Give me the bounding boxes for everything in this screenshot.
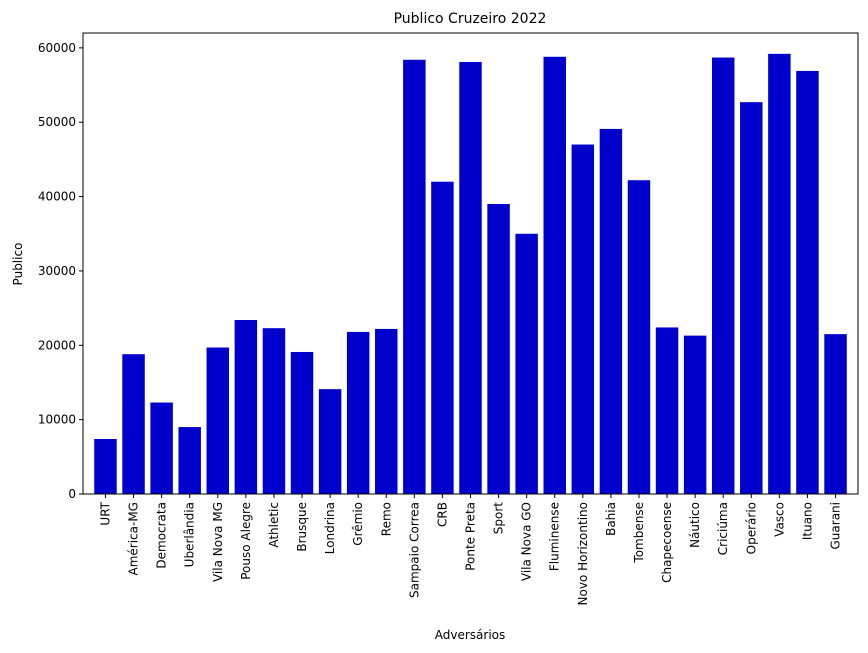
bar-11: [403, 59, 426, 495]
plot-frame: [82, 32, 859, 495]
chart-title: Publico Cruzeiro 2022: [394, 11, 547, 27]
y-axis: 0 10000 20000 30000 40000 50000 60000: [38, 41, 83, 501]
x-tick-label-15: Vila Nova GO: [520, 502, 534, 581]
x-tick-label-3: Uberlândia: [183, 502, 197, 567]
x-tick-label-25: Ituano: [800, 502, 814, 540]
x-tick-label-18: Bahia: [604, 502, 618, 536]
x-tick-label-22: Criciúma: [716, 502, 730, 555]
y-tick-label-1: 10000: [38, 413, 76, 427]
bar-6: [262, 328, 286, 494]
bar-12: [431, 181, 454, 495]
x-tick-label-21: Náutico: [688, 502, 702, 548]
x-tick-label-11: Sampaio Correa: [407, 502, 421, 598]
bar-2: [150, 402, 173, 494]
x-tick-label-7: Brusque: [295, 502, 309, 552]
x-tick-label-0: URT: [98, 501, 112, 525]
bar-9: [346, 331, 370, 494]
x-axis-label: Adversários: [435, 628, 506, 642]
x-tick-label-13: Ponte Preta: [464, 502, 478, 571]
bar-4: [206, 347, 230, 494]
x-tick-label-4: Vila Nova MG: [211, 502, 225, 582]
x-tick-label-1: América-MG: [127, 502, 141, 575]
y-tick-label-3: 30000: [38, 264, 76, 278]
x-tick-label-16: Fluminense: [548, 502, 562, 571]
x-tick-label-26: Guarani: [829, 502, 843, 549]
bar-20: [655, 327, 679, 494]
y-tick-label-0: 0: [68, 487, 76, 501]
bar-8: [318, 389, 342, 494]
bar-24: [768, 53, 791, 494]
x-tick-label-12: CRB: [435, 502, 449, 527]
bar-15: [515, 233, 538, 495]
bar-22: [711, 57, 735, 494]
bar-26: [824, 334, 847, 494]
bar-17: [571, 144, 595, 494]
y-tick-label-2: 20000: [38, 338, 76, 352]
x-tick-label-19: Tombense: [632, 502, 646, 564]
bar-14: [487, 204, 510, 495]
x-tick-label-14: Sport: [492, 502, 506, 535]
bar-7: [290, 351, 314, 494]
x-axis: URT América-MG Democrata Uberlândia Vila Nov…: [98, 494, 843, 605]
bar-1: [122, 354, 145, 494]
x-tick-label-8: Londrina: [323, 502, 337, 554]
bar-3: [178, 427, 201, 494]
bar-23: [740, 102, 763, 495]
x-tick-label-6: Athletic: [267, 502, 281, 548]
x-tick-label-17: Novo Horizontino: [576, 502, 590, 605]
bar-19: [627, 180, 651, 494]
bar-21: [683, 335, 707, 494]
x-tick-label-2: Democrata: [155, 502, 169, 569]
x-tick-label-5: Pouso Alegre: [239, 502, 253, 580]
x-tick-label-20: Chapecoense: [660, 502, 674, 583]
y-tick-label-4: 40000: [38, 190, 76, 204]
x-tick-label-24: Vasco: [772, 502, 786, 537]
y-tick-label-6: 60000: [38, 41, 76, 55]
bar-18: [599, 128, 623, 495]
y-tick-label-5: 50000: [38, 115, 76, 129]
bar-5: [234, 320, 258, 494]
x-tick-label-9: Grêmio: [351, 502, 365, 546]
bar-13: [459, 61, 482, 495]
bar-10: [375, 328, 398, 494]
bar-16: [543, 56, 566, 494]
bars-group: [94, 53, 847, 495]
x-tick-label-23: Operário: [744, 502, 758, 554]
bar-0: [94, 438, 117, 494]
y-axis-label: Publico: [11, 243, 25, 286]
x-tick-label-10: Remo: [379, 502, 393, 536]
bar-25: [796, 70, 819, 495]
